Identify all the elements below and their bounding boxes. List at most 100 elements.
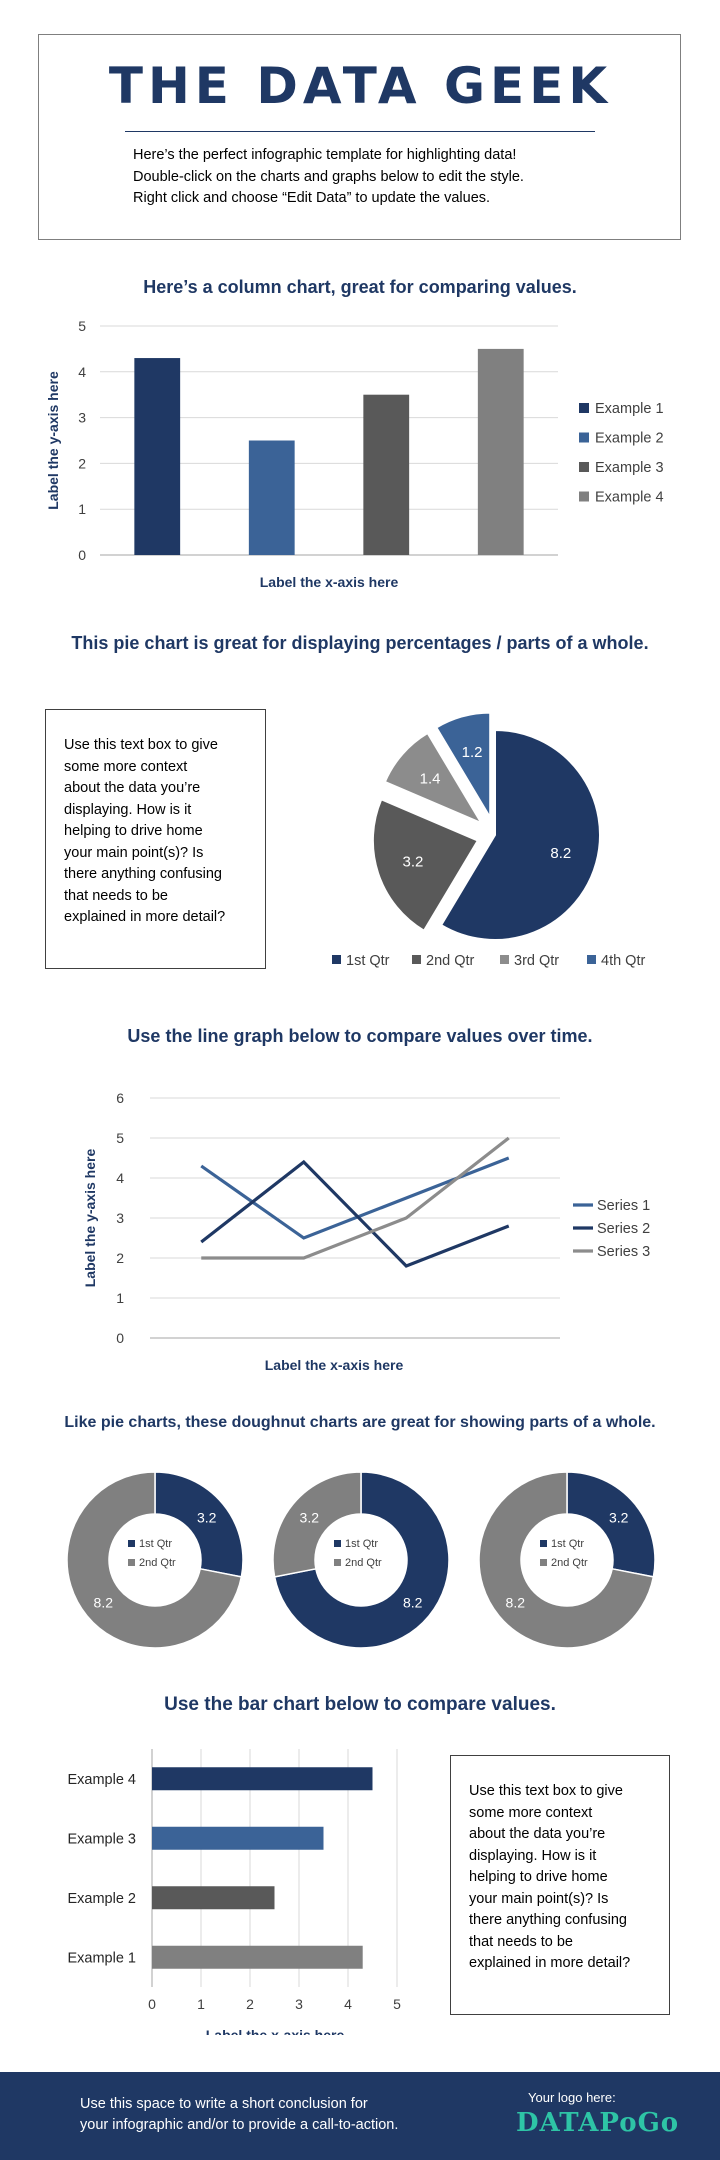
pie-data-label: 8.2 (550, 845, 571, 862)
line-series (201, 1136, 510, 1260)
legend-label: 2nd Qtr (426, 953, 475, 969)
legend-swatch (332, 955, 341, 964)
column-chart[interactable]: 0 1 2 3 4 5 Label the x-axis here Label the y-a… (0, 310, 720, 600)
column-bar (363, 394, 410, 555)
pie-chart[interactable]: 8.2 3.2 1.4 1.2 1st Qtr 2nd Qtr 3rd Qtr 4th Qtr (300, 680, 700, 980)
y-tick-label: 4 (116, 1170, 124, 1186)
line-series (200, 1156, 510, 1240)
legend-swatch (128, 1540, 135, 1547)
x-axis-label: Label the x-axis here (265, 1357, 404, 1373)
text-line: Use this text box to give (64, 737, 218, 753)
legend-label: 4th Qtr (601, 953, 645, 969)
legend-label: 2nd Qtr (345, 1557, 382, 1569)
legend-swatch (540, 1559, 547, 1566)
x-axis-label: Label the x-axis here (206, 2027, 345, 2035)
legend-label: Series 3 (597, 1244, 650, 1260)
legend-label: 1st Qtr (345, 1538, 378, 1550)
doughnut-data-label: 8.2 (506, 1595, 526, 1611)
x-tick-label: 4 (344, 1996, 352, 2012)
y-tick-label: 3 (78, 410, 86, 426)
intro-text: Here’s the perfect infographic template … (133, 145, 603, 210)
doughnut-slice (566, 1471, 656, 1578)
doughnut-data-label: 8.2 (94, 1595, 114, 1611)
legend-swatch (540, 1540, 547, 1547)
line-chart[interactable]: 0 1 2 3 4 5 6 Label the x-axis here Label the y-… (0, 1080, 720, 1380)
bar-chart[interactable]: 0 1 2 3 4 5 Example 4 Example 3 Example 2 Example… (0, 1735, 440, 2035)
y-tick-label: 6 (116, 1090, 124, 1106)
y-tick-label: 2 (116, 1250, 124, 1266)
category-label: Example 1 (67, 1950, 136, 1966)
x-axis-label: Label the x-axis here (260, 574, 399, 590)
y-tick-label: 1 (78, 501, 86, 517)
y-tick-label: 0 (78, 547, 86, 563)
column-bar (134, 358, 181, 555)
text-line: helping to drive home (469, 1869, 608, 1885)
legend-swatch (579, 403, 589, 413)
context-text-box-2[interactable]: Use this text box to give some more cont… (450, 1755, 670, 2015)
doughnut-charts-title: Like pie charts, these doughnut charts a… (64, 1414, 656, 1431)
intro-line: Double-click on the charts and graphs be… (133, 168, 524, 185)
text-line: your main point(s)? Is (64, 844, 204, 861)
pie-slice (371, 797, 480, 933)
logo-label: Your logo here: (528, 2090, 616, 2105)
legend-swatch (579, 462, 589, 472)
horizontal-bar (152, 1886, 275, 1910)
text-line: that needs to be (469, 1933, 573, 1950)
x-tick-label: 5 (393, 1996, 401, 2012)
legend-label: Series 2 (597, 1221, 650, 1237)
horizontal-bar (152, 1826, 324, 1850)
pie-data-label: 1.2 (462, 744, 483, 761)
legend-swatch (579, 432, 589, 443)
doughnut-slice (154, 1471, 244, 1578)
column-bar (477, 348, 524, 555)
y-tick-label: 5 (116, 1130, 124, 1146)
column-chart-title: Here’s a column chart, great for compari… (143, 277, 577, 297)
doughnut-chart-3[interactable]: 3.2 8.2 1st Qtr 2nd Qtr (474, 1467, 660, 1653)
line-chart-title: Use the line graph below to compare valu… (127, 1026, 593, 1046)
x-tick-label: 0 (148, 1996, 156, 2012)
doughnut-slice (478, 1471, 655, 1649)
legend-label: Example 3 (595, 460, 664, 476)
legend-swatch (587, 955, 596, 964)
legend-swatch (412, 955, 421, 964)
column-bar (248, 440, 295, 555)
text-line: about the data you’re (64, 780, 201, 796)
y-tick-label: 5 (78, 318, 86, 334)
text-line: that needs to be (64, 887, 168, 904)
pie-slice (434, 711, 492, 822)
title-divider (125, 131, 595, 132)
x-tick-label: 3 (295, 1996, 303, 2012)
bar-chart-title: Use the bar chart below to compare value… (164, 1694, 556, 1715)
legend-label: Series 1 (597, 1198, 650, 1214)
legend-swatch (500, 955, 509, 964)
legend-label: 1st Qtr (346, 953, 390, 969)
page-title: THE DATA GEEK (108, 57, 613, 115)
pie-data-label: 3.2 (403, 854, 424, 871)
y-tick-label: 1 (116, 1290, 124, 1306)
doughnut-chart-2[interactable]: 8.2 3.2 1st Qtr 2nd Qtr (268, 1467, 454, 1653)
y-tick-label: 4 (78, 364, 86, 380)
legend-label: 2nd Qtr (551, 1557, 588, 1569)
pie-slice (439, 728, 601, 941)
text-line: your main point(s)? Is (469, 1890, 609, 1907)
y-axis-label: Label the y-axis here (82, 1149, 98, 1288)
doughnut-slice (66, 1471, 243, 1649)
text-line: some more context (469, 1804, 593, 1821)
footer: Use this space to write a short conclusi… (0, 2072, 720, 2160)
legend-swatch (334, 1559, 341, 1566)
doughnut-slice (272, 1471, 362, 1578)
text-line: some more context (64, 758, 188, 775)
category-label: Example 3 (67, 1831, 136, 1847)
y-tick-label: 3 (116, 1210, 124, 1226)
doughnut-data-label: 8.2 (403, 1595, 423, 1611)
legend-label: 1st Qtr (139, 1538, 172, 1550)
doughnut-chart-1[interactable]: 3.2 8.2 1st Qtr 2nd Qtr (62, 1467, 248, 1653)
text-line: there anything confusing (469, 1912, 627, 1928)
y-tick-label: 0 (116, 1330, 124, 1346)
intro-line: Right click and choose “Edit Data” to up… (133, 190, 491, 206)
footer-line: your infographic and/or to provide a cal… (80, 2117, 399, 2133)
header-box: THE DATA GEEK Here’s the perfect infogra… (38, 34, 681, 240)
category-label: Example 2 (67, 1891, 136, 1907)
context-text-box[interactable]: Use this text box to give some more cont… (45, 709, 266, 969)
footer-line: Use this space to write a short conclusi… (80, 2096, 368, 2112)
